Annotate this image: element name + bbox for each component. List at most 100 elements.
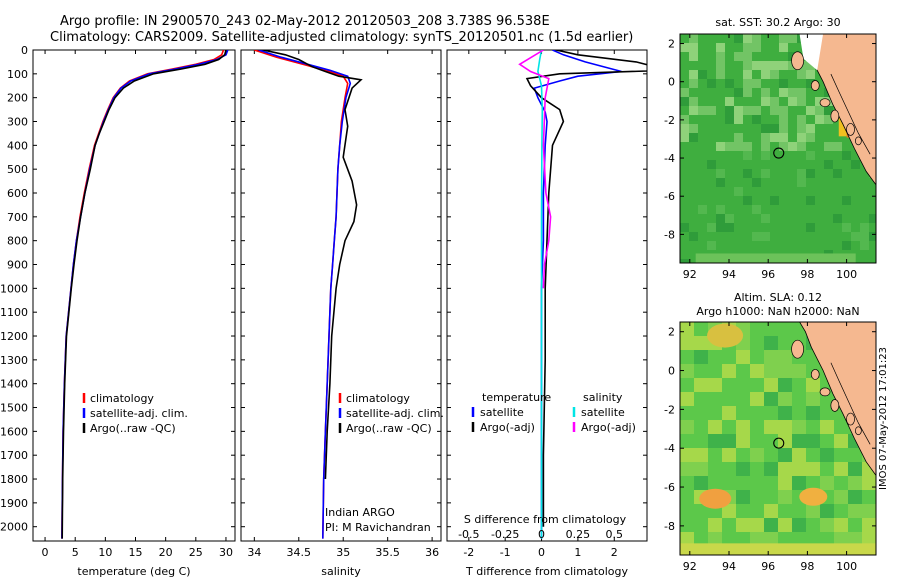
sla-map-cell [778, 448, 792, 462]
sla-map-high-3 [707, 323, 744, 348]
sst-map-cell [734, 133, 743, 142]
sla-map-cell [792, 434, 806, 448]
sst-map-cell [689, 43, 698, 52]
sst-map-cell [716, 43, 725, 52]
sst-map-cell [743, 61, 752, 70]
mentawai-island [791, 339, 804, 359]
sla-map-cell [834, 532, 848, 546]
sal-series-line-1 [258, 50, 352, 539]
sst-map-cell [842, 151, 851, 160]
sst-map-cell [788, 34, 797, 43]
sst-map-cell [680, 124, 689, 133]
sst-map-cell [824, 115, 833, 124]
sst-map-cell [842, 196, 851, 205]
sst-map-cell [797, 97, 806, 106]
sla-map-xtick-label: 100 [836, 560, 857, 573]
sst-map-cell [689, 97, 698, 106]
sst-map-cell [779, 34, 788, 43]
sst-map-cell [716, 223, 725, 232]
sst-map-cell [725, 214, 734, 223]
sst-map-cell [806, 133, 815, 142]
sst-map-cell [752, 43, 761, 52]
sst-map-cell [833, 169, 842, 178]
sla-map-cell [834, 434, 848, 448]
sst-map-cell [824, 142, 833, 151]
sst-map-ytick-label: -8 [664, 228, 675, 241]
mentawai-island [855, 136, 862, 146]
sla-map-cell [680, 392, 694, 406]
sst-map-cell [815, 106, 824, 115]
sla-map-ytick-label: 2 [668, 326, 675, 339]
sst-map-cell [707, 106, 716, 115]
figure-title-line1: Argo profile: IN 2900570_243 02-May-2012… [60, 14, 550, 29]
sst-map-cell [752, 178, 761, 187]
sla-map-cell [750, 448, 764, 462]
sst-map-xtick-label: 92 [683, 268, 697, 281]
sla-map-cell [862, 532, 876, 546]
sst-map-cell [743, 106, 752, 115]
sst-map-cell [770, 70, 779, 79]
sst-map-cell [716, 142, 725, 151]
sla-map-cell [848, 532, 862, 546]
sst-map-cell [797, 70, 806, 79]
diff-frame [446, 49, 648, 542]
sst-map-cell [716, 61, 725, 70]
tdiff-legend-title: temperature [482, 391, 551, 404]
sst-map-cell [833, 142, 842, 151]
sst-map-cell [752, 34, 761, 43]
temp-xtick-label: 20 [159, 546, 173, 559]
sla-map-cell [778, 350, 792, 364]
sla-map-cell [750, 518, 764, 532]
sst-map-cell [743, 79, 752, 88]
sla-map-cell [820, 504, 834, 518]
sal-xlabel: salinity [321, 565, 361, 578]
mentawai-island [846, 412, 855, 426]
sst-map-cell [689, 133, 698, 142]
sla-map-cell [862, 504, 876, 518]
sst-map-cell [851, 232, 860, 241]
diff-legend-label: Argo(-adj) [581, 421, 636, 434]
sst-map-cell [761, 133, 770, 142]
sst-map-cell [680, 97, 689, 106]
sla-map-cell [694, 336, 708, 350]
diff-xtick-label: 0 [538, 546, 545, 559]
mentawai-island [855, 426, 862, 436]
sla-map-cell [778, 476, 792, 490]
sla-map-cell [778, 462, 792, 476]
sst-map-cell [752, 232, 761, 241]
temp-xtick-label: 5 [72, 546, 79, 559]
sla-map-cell [806, 504, 820, 518]
sst-map-cell [707, 241, 716, 250]
diff-series-line-0 [533, 50, 622, 539]
temp-series-line-1 [61, 50, 229, 539]
temp-legend-label: climatology [90, 392, 154, 405]
temp-xtick-label: 10 [98, 546, 112, 559]
depth-tick-label: 1800 [0, 473, 28, 486]
sst-map-ytick-label: 2 [668, 38, 675, 51]
sst-map-cell [698, 205, 707, 214]
temp-xtick-label: 15 [129, 546, 143, 559]
sdiff-tick-label: 0.25 [566, 528, 591, 541]
sst-map-xtick-label: 100 [836, 268, 857, 281]
sst-map-cell [743, 43, 752, 52]
sst-map-coastline-line [830, 73, 871, 155]
depth-tick-label: 1700 [0, 449, 28, 462]
temp-xtick-label: 25 [189, 546, 203, 559]
sal-legend-label: Argo(..raw -QC) [346, 422, 432, 435]
sst-map-cell [734, 106, 743, 115]
sst-map-cell [779, 124, 788, 133]
depth-tick-label: 1300 [0, 354, 28, 367]
mentawai-island [810, 80, 820, 91]
sst-map-frame [679, 33, 877, 264]
sst-map-cell [734, 115, 743, 124]
sla-map-xtick-label: 92 [683, 560, 697, 573]
sst-map-cell [743, 151, 752, 160]
sst-map-cell [716, 205, 725, 214]
sst-map-cell [707, 160, 716, 169]
sla-map-ytick-label: -8 [664, 520, 675, 533]
depth-tick-label: 300 [7, 116, 28, 129]
diff-series-line-3 [518, 50, 552, 289]
sla-map-cell [820, 518, 834, 532]
sst-map-cell [725, 97, 734, 106]
temp-xlabel: temperature (deg C) [77, 565, 190, 578]
